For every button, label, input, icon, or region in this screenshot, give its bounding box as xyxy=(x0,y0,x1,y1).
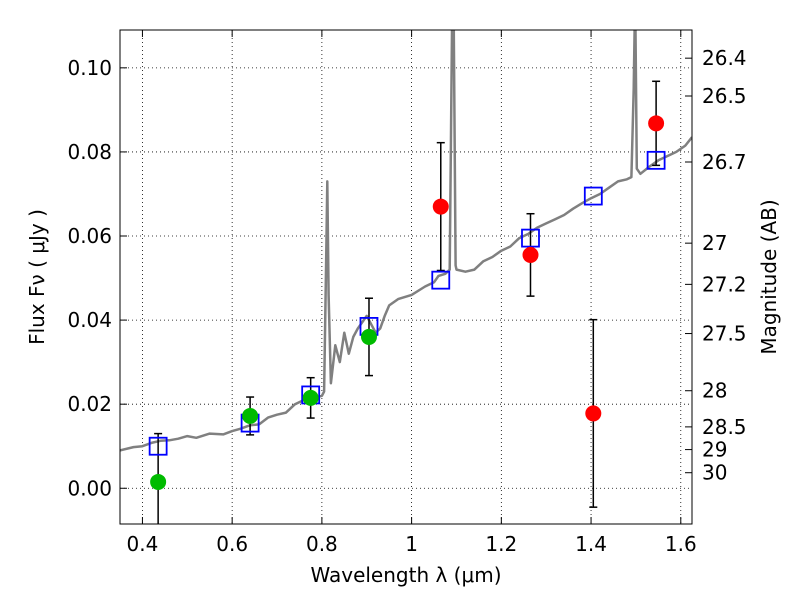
mag-tick-label: 30 xyxy=(702,461,727,485)
x-tick-label: 1.6 xyxy=(665,532,697,556)
y-tick-label: 0.10 xyxy=(67,56,112,80)
mag-tick-label: 27.2 xyxy=(702,272,747,296)
photometry-point xyxy=(522,246,539,263)
plot-background xyxy=(120,30,692,524)
y-axis-title: Flux Fν ( μJy ) xyxy=(25,209,49,345)
plot-area xyxy=(120,30,692,524)
ticks: 0.4 0.6 0.8 1 1.2 1.4 1.6 0.00 0.02 0.04 0.06 0.08 0… xyxy=(67,30,747,556)
mag-tick-label: 26.5 xyxy=(702,84,747,108)
model-square-marker xyxy=(583,186,603,206)
y-tick-label: 0.08 xyxy=(67,140,112,164)
x-tick-label: 1.4 xyxy=(575,532,607,556)
photometry-point xyxy=(302,389,319,406)
markers xyxy=(148,115,666,490)
x-tick-label: 1 xyxy=(405,532,418,556)
y-right-axis-title: Magnitude (AB) xyxy=(757,199,781,354)
x-tick-label: 1.2 xyxy=(485,532,517,556)
x-tick-label: 0.6 xyxy=(216,532,248,556)
photometry-point xyxy=(150,473,167,490)
model-square-marker xyxy=(431,270,451,290)
photometry-point xyxy=(432,198,449,215)
mag-tick-label: 27 xyxy=(702,231,727,255)
photometry-point xyxy=(648,115,665,132)
model-square-marker xyxy=(148,436,168,456)
y-tick-label: 0.02 xyxy=(67,392,112,416)
mag-tick-label: 28.5 xyxy=(702,415,747,439)
x-tick-label: 0.8 xyxy=(306,532,338,556)
spectrum-line xyxy=(120,30,692,452)
mag-tick-label: 29 xyxy=(702,438,727,462)
photometry-point xyxy=(242,407,259,424)
spectrum xyxy=(120,30,692,452)
model-square-marker xyxy=(646,150,666,170)
y-tick-label: 0.00 xyxy=(67,476,112,500)
x-axis-title: Wavelength λ (μm) xyxy=(310,563,501,587)
x-tick-label: 0.4 xyxy=(127,532,159,556)
plot-frame xyxy=(119,29,693,525)
model-square-marker xyxy=(521,228,540,248)
y-tick-label: 0.06 xyxy=(67,224,112,248)
mag-tick-label: 28 xyxy=(702,379,727,403)
photometry-point xyxy=(585,405,602,422)
mag-tick-label: 26.4 xyxy=(702,46,747,70)
photometry-point xyxy=(360,328,377,345)
mag-tick-label: 26.7 xyxy=(702,150,747,174)
mag-tick-label: 27.5 xyxy=(702,322,747,346)
y-tick-label: 0.04 xyxy=(67,308,112,332)
